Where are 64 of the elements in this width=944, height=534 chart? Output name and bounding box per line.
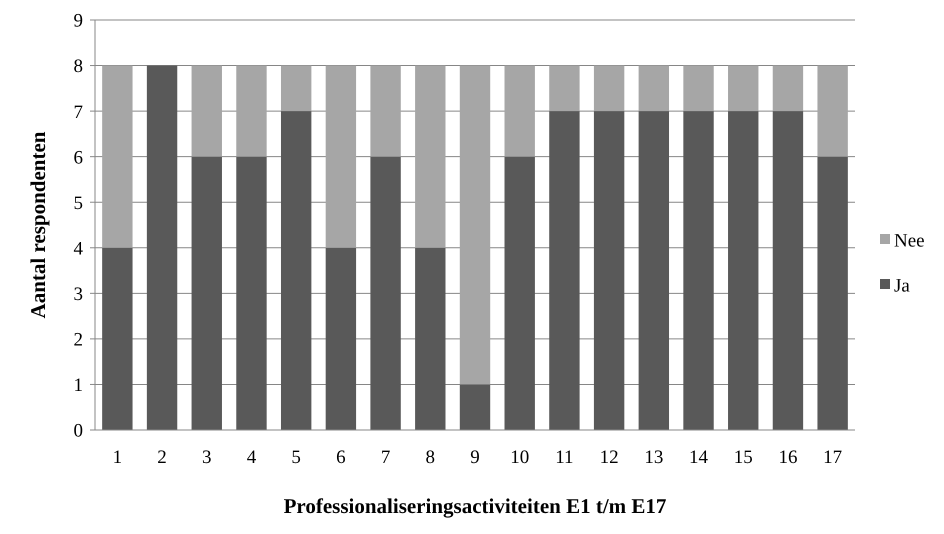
x-tick-label: 1	[112, 447, 122, 468]
bar	[192, 156, 222, 430]
bar	[594, 66, 624, 112]
bar	[728, 66, 758, 112]
bar	[326, 248, 356, 430]
x-tick-label: 7	[380, 447, 390, 468]
bar	[236, 156, 267, 430]
bar	[415, 248, 446, 430]
bar	[638, 66, 670, 112]
bar	[280, 111, 312, 430]
y-tick-label: 6	[74, 147, 83, 168]
bar	[460, 66, 490, 384]
x-tick-label: 3	[202, 447, 212, 468]
y-axis-title: Aantal respondenten	[26, 131, 50, 318]
bar	[683, 66, 714, 112]
y-tick-label: 2	[74, 330, 83, 351]
bar	[326, 66, 356, 248]
bar	[192, 66, 222, 157]
bar	[772, 66, 804, 112]
bar	[146, 66, 178, 430]
y-tick-label: 0	[74, 420, 83, 442]
x-tick-label: 12	[600, 447, 619, 468]
bar	[460, 384, 490, 430]
x-tick-label: 16	[778, 447, 798, 468]
x-tick-label: 10	[510, 447, 530, 468]
bar	[370, 66, 401, 157]
legend-label: Ja	[894, 276, 910, 297]
y-tick-label: 1	[74, 375, 83, 396]
bar	[728, 111, 758, 430]
bar	[549, 66, 580, 112]
y-tick-label: 4	[74, 238, 84, 260]
bar	[772, 111, 804, 430]
y-tick-label: 7	[74, 102, 83, 123]
x-tick-label: 14	[689, 447, 709, 468]
bar	[415, 66, 446, 248]
bar	[504, 66, 535, 157]
x-axis-title: Professionaliseringsactiviteiten E1 t/m E17	[284, 494, 666, 518]
bar	[370, 156, 401, 430]
legend-label: Nee	[894, 230, 925, 252]
x-tick-label: 6	[336, 447, 346, 468]
y-tick-label: 9	[74, 10, 83, 32]
x-tick-label: 11	[555, 447, 574, 468]
x-tick-label: 5	[291, 447, 301, 468]
bar	[817, 156, 848, 430]
y-tick-label: 3	[74, 284, 83, 305]
y-tick-label: 8	[74, 56, 83, 78]
bar	[683, 111, 714, 430]
x-tick-label: 15	[734, 447, 753, 468]
x-tick-label: 2	[157, 447, 167, 468]
bar	[236, 66, 267, 157]
x-tick-label: 4	[246, 447, 257, 468]
x-tick-label: 8	[426, 447, 436, 468]
bar	[102, 248, 133, 430]
y-tick-label: 5	[74, 192, 83, 214]
bar	[817, 66, 848, 157]
bar	[594, 111, 624, 430]
bar	[549, 111, 580, 430]
x-tick-label: 13	[644, 447, 664, 468]
bar	[504, 156, 535, 430]
bar	[638, 111, 670, 430]
bar	[280, 66, 312, 112]
x-tick-label: 9	[470, 447, 480, 468]
bar	[102, 66, 133, 248]
x-tick-label: 17	[823, 447, 842, 468]
